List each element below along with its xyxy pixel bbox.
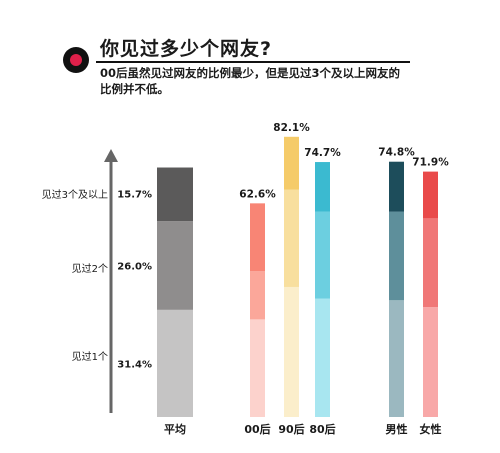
category-label-3: 80后: [309, 422, 335, 436]
bar-segment-3-2: [315, 162, 330, 212]
segment-label-0-1: 26.0%: [117, 261, 152, 272]
total-label-3: 74.7%: [304, 147, 341, 159]
bar-segment-1-2: [250, 203, 265, 272]
bar-segment-1-0: [250, 319, 265, 417]
category-label-5: 女性: [420, 422, 442, 436]
bar-segment-1-1: [250, 271, 265, 320]
bar-segment-4-1: [389, 211, 404, 301]
title-underline: [96, 61, 410, 63]
category-label-4: 男性: [386, 422, 408, 436]
category-label-2: 90后: [278, 422, 304, 436]
total-label-5: 71.9%: [412, 157, 449, 169]
segment-label-0-0: 31.4%: [117, 359, 152, 370]
bar-segment-0-1: [157, 221, 193, 310]
bar-segment-4-0: [389, 300, 404, 417]
total-label-1: 62.6%: [239, 188, 276, 200]
bar-segment-0-2: [157, 167, 193, 222]
page-title: 你见过多少个网友?: [100, 38, 273, 60]
page-subtitle: 00后虽然见过网友的比例最少，但是见过3个及以上网友的比例并不低。: [100, 66, 401, 96]
bar-segment-2-2: [284, 136, 299, 190]
bar-segment-0-0: [157, 309, 193, 417]
level-label-1: 见过1个: [72, 350, 108, 363]
bar-segment-3-0: [315, 298, 330, 417]
level-label-2: 见过2个: [72, 262, 108, 275]
level-label-3: 见过3个及以上: [42, 188, 108, 201]
total-label-4: 74.8%: [378, 147, 415, 159]
total-label-2: 82.1%: [273, 122, 310, 134]
bar-segment-5-0: [423, 307, 438, 417]
bar-segment-4-2: [389, 161, 404, 212]
title-bullet-icon: [63, 47, 89, 73]
segment-label-0-2: 15.7%: [117, 190, 152, 201]
category-label-1: 00后: [244, 422, 270, 436]
y-axis-arrow-icon: [104, 149, 118, 162]
bar-segment-2-0: [284, 286, 299, 417]
bar-segment-2-1: [284, 189, 299, 287]
bar-segment-5-1: [423, 218, 438, 308]
bar-segment-5-2: [423, 171, 438, 219]
category-label-0: 平均: [164, 422, 186, 436]
bar-segment-3-1: [315, 211, 330, 299]
